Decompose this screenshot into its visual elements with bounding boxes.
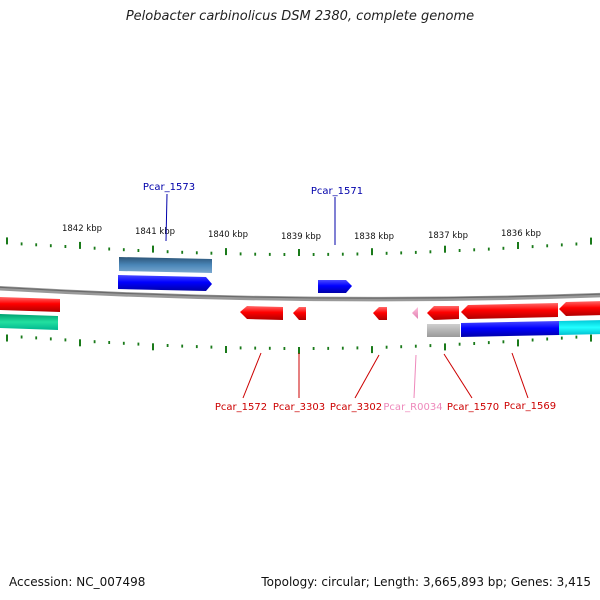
callout-pcar-1573 [165, 193, 168, 242]
ruler-label-1837: 1837 kbp [428, 231, 468, 241]
gene-pcar-1571[interactable] [318, 280, 352, 293]
ruler-label-1842: 1842 kbp [62, 224, 102, 234]
ruler-label-1840: 1840 kbp [208, 230, 248, 240]
label-pcar-1569[interactable]: Pcar_1569 [504, 401, 556, 412]
gene-labels: Pcar_1573 Pcar_1571 Pcar_1572 Pcar_3303 … [143, 182, 556, 413]
label-pcar-1571[interactable]: Pcar_1571 [311, 186, 363, 197]
gene-feature-right-cyan[interactable] [559, 320, 600, 335]
callout-pcar-3302 [354, 354, 380, 399]
gene-pcar-3303[interactable] [293, 307, 306, 320]
ruler-labels: 1842 kbp 1841 kbp 1840 kbp 1839 kbp 1838… [62, 224, 541, 242]
accession-text: Accession: NC_007498 [9, 575, 146, 589]
gene-pcar-1573[interactable] [118, 275, 212, 291]
genome-summary-text: Topology: circular; Length: 3,665,893 bp… [261, 575, 591, 589]
label-pcar-3302[interactable]: Pcar_3302 [330, 402, 382, 413]
callout-pcar-r0034 [413, 354, 417, 399]
genome-backbone [0, 286, 600, 302]
gene-pcar-r0034[interactable] [412, 307, 418, 319]
callout-pcar-1572 [242, 352, 262, 399]
ruler-label-1839: 1839 kbp [281, 232, 321, 242]
gene-feature-gray[interactable] [427, 324, 460, 337]
ruler-label-1838: 1838 kbp [354, 232, 394, 242]
reverse-strand-features [240, 301, 600, 337]
ruler-label-1836: 1836 kbp [501, 229, 541, 239]
gene-pcar-3302[interactable] [373, 307, 387, 320]
label-pcar-3303[interactable]: Pcar_3303 [273, 402, 325, 413]
callout-pcar-1569 [511, 352, 529, 399]
gene-pcar-1570[interactable] [427, 306, 459, 320]
gene-feature-left-teal[interactable] [0, 314, 58, 330]
forward-strand-features [0, 257, 352, 330]
label-pcar-1573[interactable]: Pcar_1573 [143, 182, 195, 193]
label-pcar-1572[interactable]: Pcar_1572 [215, 402, 267, 413]
gene-feature-left-red[interactable] [0, 297, 60, 312]
label-pcar-r0034[interactable]: Pcar_R0034 [383, 402, 442, 413]
gene-pcar-1572[interactable] [240, 306, 283, 320]
gene-feature-right-red[interactable] [559, 301, 600, 316]
map-title: Pelobacter carbinolicus DSM 2380, comple… [125, 9, 475, 24]
ruler-label-1841: 1841 kbp [135, 227, 175, 237]
label-pcar-1570[interactable]: Pcar_1570 [447, 402, 499, 413]
gene-feature-steel[interactable] [119, 257, 212, 273]
callout-lines [165, 193, 529, 399]
inner-tick-ring [6, 334, 592, 354]
gene-pcar-1569[interactable] [461, 303, 558, 319]
callout-pcar-1570 [443, 353, 473, 399]
genome-backbone-edge [0, 286, 600, 299]
gene-feature-right-blue[interactable] [461, 321, 559, 337]
outer-tick-ring [6, 237, 592, 256]
